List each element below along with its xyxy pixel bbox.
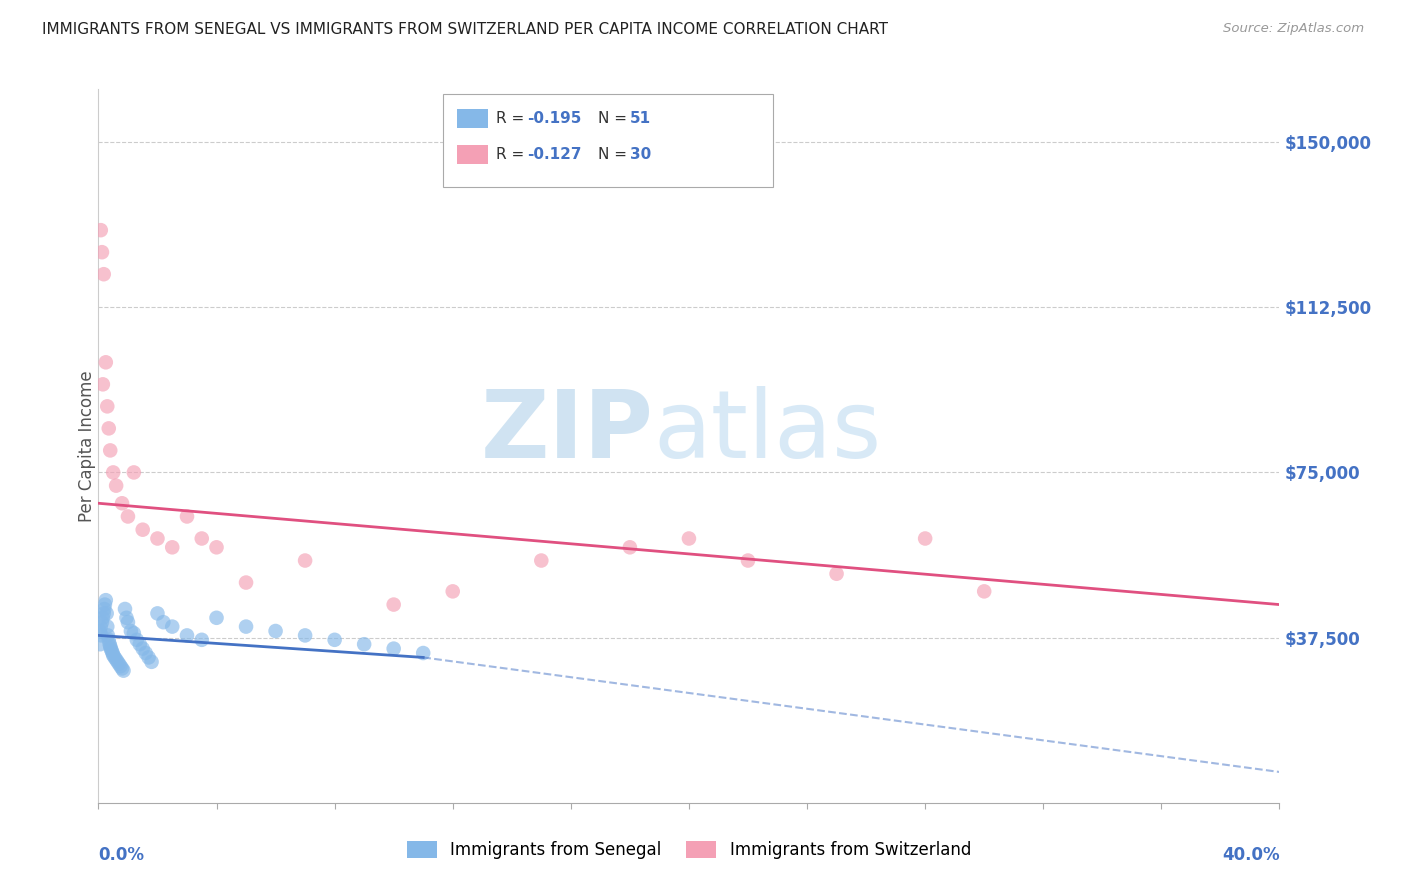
Point: [96, 619, 118, 633]
Point: [120, 624, 142, 638]
Point: [914, 532, 936, 546]
Point: [90, 223, 112, 237]
Point: [94, 598, 117, 612]
Point: [441, 584, 464, 599]
Text: -0.127: -0.127: [527, 147, 582, 161]
Text: N =: N =: [598, 147, 631, 161]
Text: -0.195: -0.195: [527, 112, 582, 126]
Point: [117, 509, 139, 524]
Point: [91, 615, 114, 630]
Text: atlas: atlas: [654, 385, 882, 478]
Point: [93, 602, 115, 616]
Point: [146, 532, 169, 546]
Point: [128, 637, 150, 651]
Point: [103, 466, 125, 480]
Point: [104, 650, 127, 665]
Point: [93, 267, 115, 281]
Point: [146, 607, 169, 621]
Point: [530, 553, 553, 567]
Point: [132, 641, 155, 656]
Point: [294, 553, 316, 567]
Point: [89, 637, 111, 651]
Point: [98, 637, 121, 651]
Point: [619, 541, 641, 555]
Point: [100, 641, 122, 656]
Point: [91, 245, 114, 260]
Point: [96, 400, 118, 414]
Point: [96, 607, 118, 621]
Point: [90, 619, 112, 633]
Point: [825, 566, 848, 581]
Point: [412, 646, 434, 660]
Point: [107, 655, 129, 669]
Text: 30: 30: [630, 147, 651, 161]
Point: [235, 619, 257, 633]
Point: [122, 626, 145, 640]
Point: [115, 611, 138, 625]
Point: [100, 644, 122, 658]
Point: [108, 657, 131, 671]
Point: [973, 584, 995, 599]
Point: [105, 478, 128, 492]
Point: [110, 659, 132, 673]
Point: [94, 355, 117, 369]
Text: 40.0%: 40.0%: [1222, 846, 1279, 863]
Point: [103, 648, 125, 663]
Point: [94, 593, 117, 607]
Point: [382, 641, 405, 656]
Point: [91, 611, 114, 625]
Point: [191, 532, 214, 546]
Point: [97, 421, 120, 435]
Point: [162, 619, 183, 633]
Point: [235, 575, 257, 590]
Point: [323, 632, 346, 647]
Point: [152, 615, 174, 630]
Point: [176, 628, 198, 642]
Text: R =: R =: [496, 147, 530, 161]
Point: [114, 602, 136, 616]
Y-axis label: Per Capita Income: Per Capita Income: [79, 370, 96, 522]
Text: N =: N =: [598, 112, 631, 126]
Point: [112, 664, 135, 678]
Point: [138, 650, 160, 665]
Point: [97, 628, 120, 642]
Text: 51: 51: [630, 112, 651, 126]
Point: [382, 598, 405, 612]
Text: ZIP: ZIP: [481, 385, 654, 478]
Point: [162, 541, 183, 555]
Point: [101, 646, 124, 660]
Point: [264, 624, 287, 638]
Text: Source: ZipAtlas.com: Source: ZipAtlas.com: [1223, 22, 1364, 36]
Text: R =: R =: [496, 112, 530, 126]
Point: [105, 653, 128, 667]
Text: 0.0%: 0.0%: [98, 846, 145, 863]
Point: [191, 632, 214, 647]
Point: [89, 624, 111, 638]
Point: [135, 646, 157, 660]
Point: [678, 532, 700, 546]
Legend: Immigrants from Senegal, Immigrants from Switzerland: Immigrants from Senegal, Immigrants from…: [401, 834, 977, 866]
Point: [122, 466, 145, 480]
Point: [125, 632, 148, 647]
Point: [97, 632, 120, 647]
Text: IMMIGRANTS FROM SENEGAL VS IMMIGRANTS FROM SWITZERLAND PER CAPITA INCOME CORRELA: IMMIGRANTS FROM SENEGAL VS IMMIGRANTS FR…: [42, 22, 889, 37]
Point: [176, 509, 198, 524]
Point: [90, 628, 112, 642]
Point: [132, 523, 155, 537]
Point: [205, 611, 228, 625]
Point: [93, 607, 115, 621]
Point: [111, 496, 134, 510]
Point: [111, 661, 134, 675]
Point: [98, 640, 121, 654]
Point: [205, 541, 228, 555]
Point: [294, 628, 316, 642]
Point: [117, 615, 139, 630]
Point: [737, 553, 759, 567]
Point: [98, 443, 121, 458]
Point: [141, 655, 163, 669]
Point: [353, 637, 375, 651]
Point: [91, 377, 114, 392]
